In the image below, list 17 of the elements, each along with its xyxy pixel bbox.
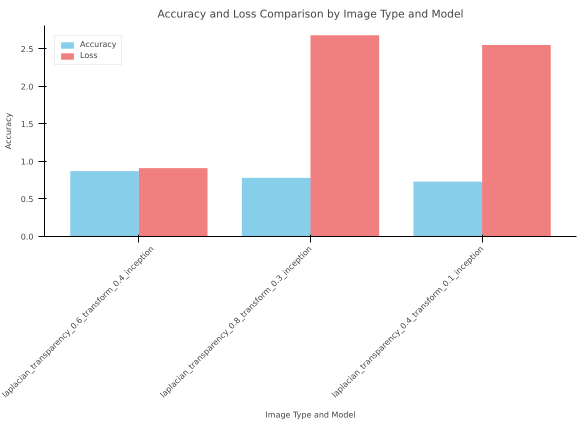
y-tick-label: 0.5 [20,194,34,204]
y-tick-label: 0.0 [20,232,34,242]
y-tick-label: 1.0 [20,157,34,166]
bar [310,35,380,236]
legend-label: Loss [80,51,99,60]
bar [482,45,551,236]
bar [242,178,310,236]
y-tick-label: 2.5 [20,44,34,54]
y-tick-label: 2.0 [20,82,34,92]
legend-label: Accuracy [80,40,117,49]
chart-title: Accuracy and Loss Comparison by Image Type and Model [158,8,464,20]
bar [138,168,208,236]
x-axis-title: Image Type and Model [265,410,356,420]
y-tick-label: 1.5 [20,120,34,129]
bar [70,171,139,236]
bar [413,182,482,236]
y-axis-title: Accuracy [4,112,13,150]
